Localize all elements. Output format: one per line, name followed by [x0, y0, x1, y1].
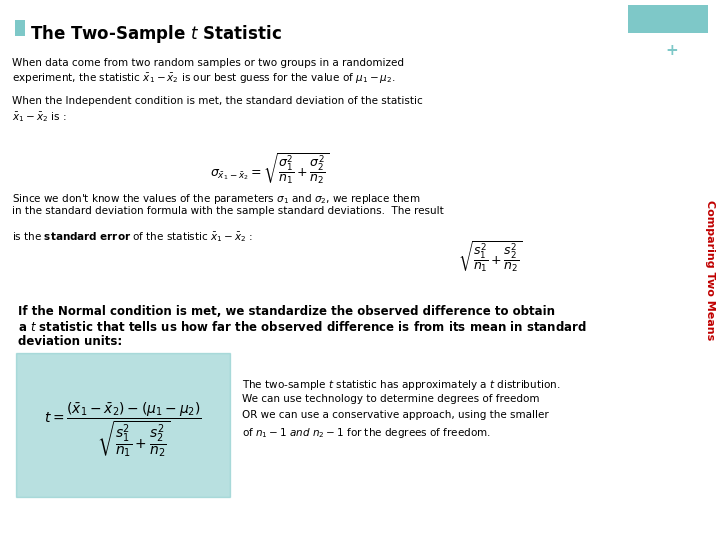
Text: $\sigma_{\bar{x}_1-\bar{x}_2} = \sqrt{\dfrac{\sigma_1^2}{n_1} + \dfrac{\sigma_2^: $\sigma_{\bar{x}_1-\bar{x}_2} = \sqrt{\d…	[210, 152, 330, 186]
Text: When data come from two random samples or two groups in a randomized: When data come from two random samples o…	[12, 58, 404, 68]
Text: Since we don't know the values of the parameters $\sigma_1$ and $\sigma_2$, we r: Since we don't know the values of the pa…	[12, 192, 420, 206]
Text: of $n_1 - 1$ $\mathit{and}$ $n_2 - 1$ for the degrees of freedom.: of $n_1 - 1$ $\mathit{and}$ $n_2 - 1$ fo…	[242, 426, 491, 440]
Text: experiment, the statistic $\bar{x}_1 - \bar{x}_2$ is our best guess for the valu: experiment, the statistic $\bar{x}_1 - \…	[12, 72, 395, 86]
Text: The Two-Sample $\mathit{t}$ Statistic: The Two-Sample $\mathit{t}$ Statistic	[30, 23, 282, 45]
Text: $\bar{x}_1 - \bar{x}_2$ is :: $\bar{x}_1 - \bar{x}_2$ is :	[12, 110, 66, 124]
Text: in the standard deviation formula with the sample standard deviations.  The resu: in the standard deviation formula with t…	[12, 206, 444, 216]
Text: OR we can use a conservative approach, using the smaller: OR we can use a conservative approach, u…	[242, 410, 549, 420]
Text: a $t$ statistic that tells us how far the observed difference is from its mean i: a $t$ statistic that tells us how far th…	[18, 320, 587, 334]
Bar	[628, 5, 708, 33]
Text: $t = \dfrac{(\bar{x}_1 - \bar{x}_2) - (\mu_1 - \mu_2)}{\sqrt{\dfrac{s_1^2}{n_1} : $t = \dfrac{(\bar{x}_1 - \bar{x}_2) - (\…	[44, 401, 202, 460]
Text: We can use technology to determine degrees of freedom: We can use technology to determine degre…	[242, 394, 539, 404]
Bar	[15, 20, 25, 36]
FancyBboxPatch shape	[16, 353, 230, 497]
Text: If the Normal condition is met, we standardize the observed difference to obtain: If the Normal condition is met, we stand…	[18, 305, 555, 318]
Text: is the $\mathbf{standard\ error}$ of the statistic $\bar{x}_1 - \bar{x}_2$ :: is the $\mathbf{standard\ error}$ of the…	[12, 230, 253, 244]
Text: Comparing Two Means: Comparing Two Means	[705, 200, 715, 340]
Text: When the Independent condition is met, the standard deviation of the statistic: When the Independent condition is met, t…	[12, 96, 423, 106]
Text: $\sqrt{\dfrac{s_1^2}{n_1} + \dfrac{s_2^2}{n_2}}$: $\sqrt{\dfrac{s_1^2}{n_1} + \dfrac{s_2^2…	[458, 240, 523, 274]
Text: +: +	[665, 43, 678, 58]
Text: deviation units:: deviation units:	[18, 335, 122, 348]
Text: The two-sample $t$ statistic has approximately a $t$ distribution.: The two-sample $t$ statistic has approxi…	[242, 378, 560, 392]
